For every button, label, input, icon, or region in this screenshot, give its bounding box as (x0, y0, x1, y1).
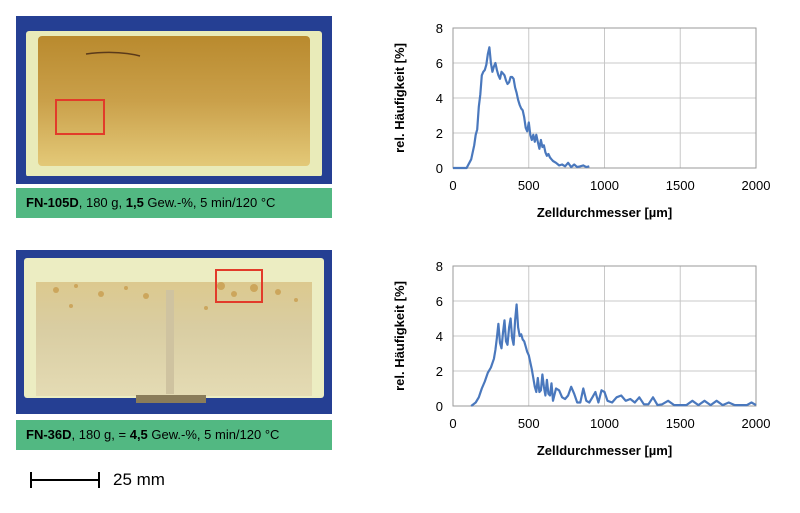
foam-sample-photo-2 (16, 250, 332, 414)
y-tick-label: 0 (436, 399, 443, 414)
y-tick-label: 6 (436, 294, 443, 309)
y-tick-label: 2 (436, 126, 443, 141)
cell-size-chart-2: 0 2 4 6 8 0 500 1000 1500 2000 Zelldurchmesser [µm… (380, 250, 780, 475)
x-tick-label: 1000 (590, 178, 619, 193)
x-tick-label: 0 (449, 178, 456, 193)
x-tick-label: 1000 (590, 416, 619, 431)
y-tick-label: 8 (436, 259, 443, 274)
magnified-region-marker-2 (215, 269, 263, 303)
chart-canvas: 0 2 4 6 8 0 500 1000 1500 2000 Zelldurchmesser [µm… (392, 259, 771, 458)
sample-id: FN-36D (26, 427, 72, 442)
concentration-prefix: = (118, 427, 130, 442)
x-tick-label: 2000 (742, 178, 771, 193)
x-axis-label: Zelldurchmesser [µm] (537, 443, 672, 458)
x-tick-label: 1500 (666, 416, 695, 431)
y-tick-label: 6 (436, 56, 443, 71)
y-tick-label: 4 (436, 91, 443, 106)
foam-sample-photo-1 (16, 16, 332, 184)
scale-label: 25 mm (113, 470, 165, 489)
sample-caption-2: FN-36D, 180 g, = 4,5 Gew.-%, 5 min/120 °… (16, 420, 332, 450)
sample-mass: , 180 g, (78, 195, 126, 210)
y-axis-label: rel. Häufigkeit [%] (392, 43, 407, 153)
x-tick-label: 0 (449, 416, 456, 431)
series-line (453, 46, 590, 170)
process-conditions: Gew.-%, 5 min/120 °C (147, 427, 280, 442)
chart-canvas: 0 2 4 6 8 0 500 1000 1500 2000 Zelldurchmesser [µm… (392, 21, 771, 220)
process-conditions: Gew.-%, 5 min/120 °C (143, 195, 276, 210)
x-tick-label: 500 (518, 416, 540, 431)
cell-size-chart-1: 0 2 4 6 8 0 500 1000 1500 2000 Zelldurchmesser [µm… (380, 12, 780, 237)
y-tick-label: 0 (436, 161, 443, 176)
y-tick-label: 4 (436, 329, 443, 344)
y-tick-label: 2 (436, 364, 443, 379)
sample-caption-1: FN-105D, 180 g, 1,5 Gew.-%, 5 min/120 °C (16, 188, 332, 218)
sample-id: FN-105D (26, 195, 79, 210)
x-tick-label: 500 (518, 178, 540, 193)
sample-mass: , 180 g, (71, 427, 119, 442)
plot-frame (452, 27, 757, 169)
magnified-region-marker-1 (55, 99, 105, 135)
x-axis-label: Zelldurchmesser [µm] (537, 205, 672, 220)
y-axis-label: rel. Häufigkeit [%] (392, 281, 407, 391)
foam-sample-image-2 (24, 258, 324, 403)
x-tick-label: 2000 (742, 416, 771, 431)
y-tick-label: 8 (436, 21, 443, 36)
plot-frame (452, 265, 757, 407)
scale-bar (30, 472, 100, 488)
concentration-value: 4,5 (129, 427, 148, 442)
x-tick-label: 1500 (666, 178, 695, 193)
concentration-value: 1,5 (125, 195, 144, 210)
series-line (470, 303, 757, 407)
foam-sample-image-1 (16, 31, 332, 184)
